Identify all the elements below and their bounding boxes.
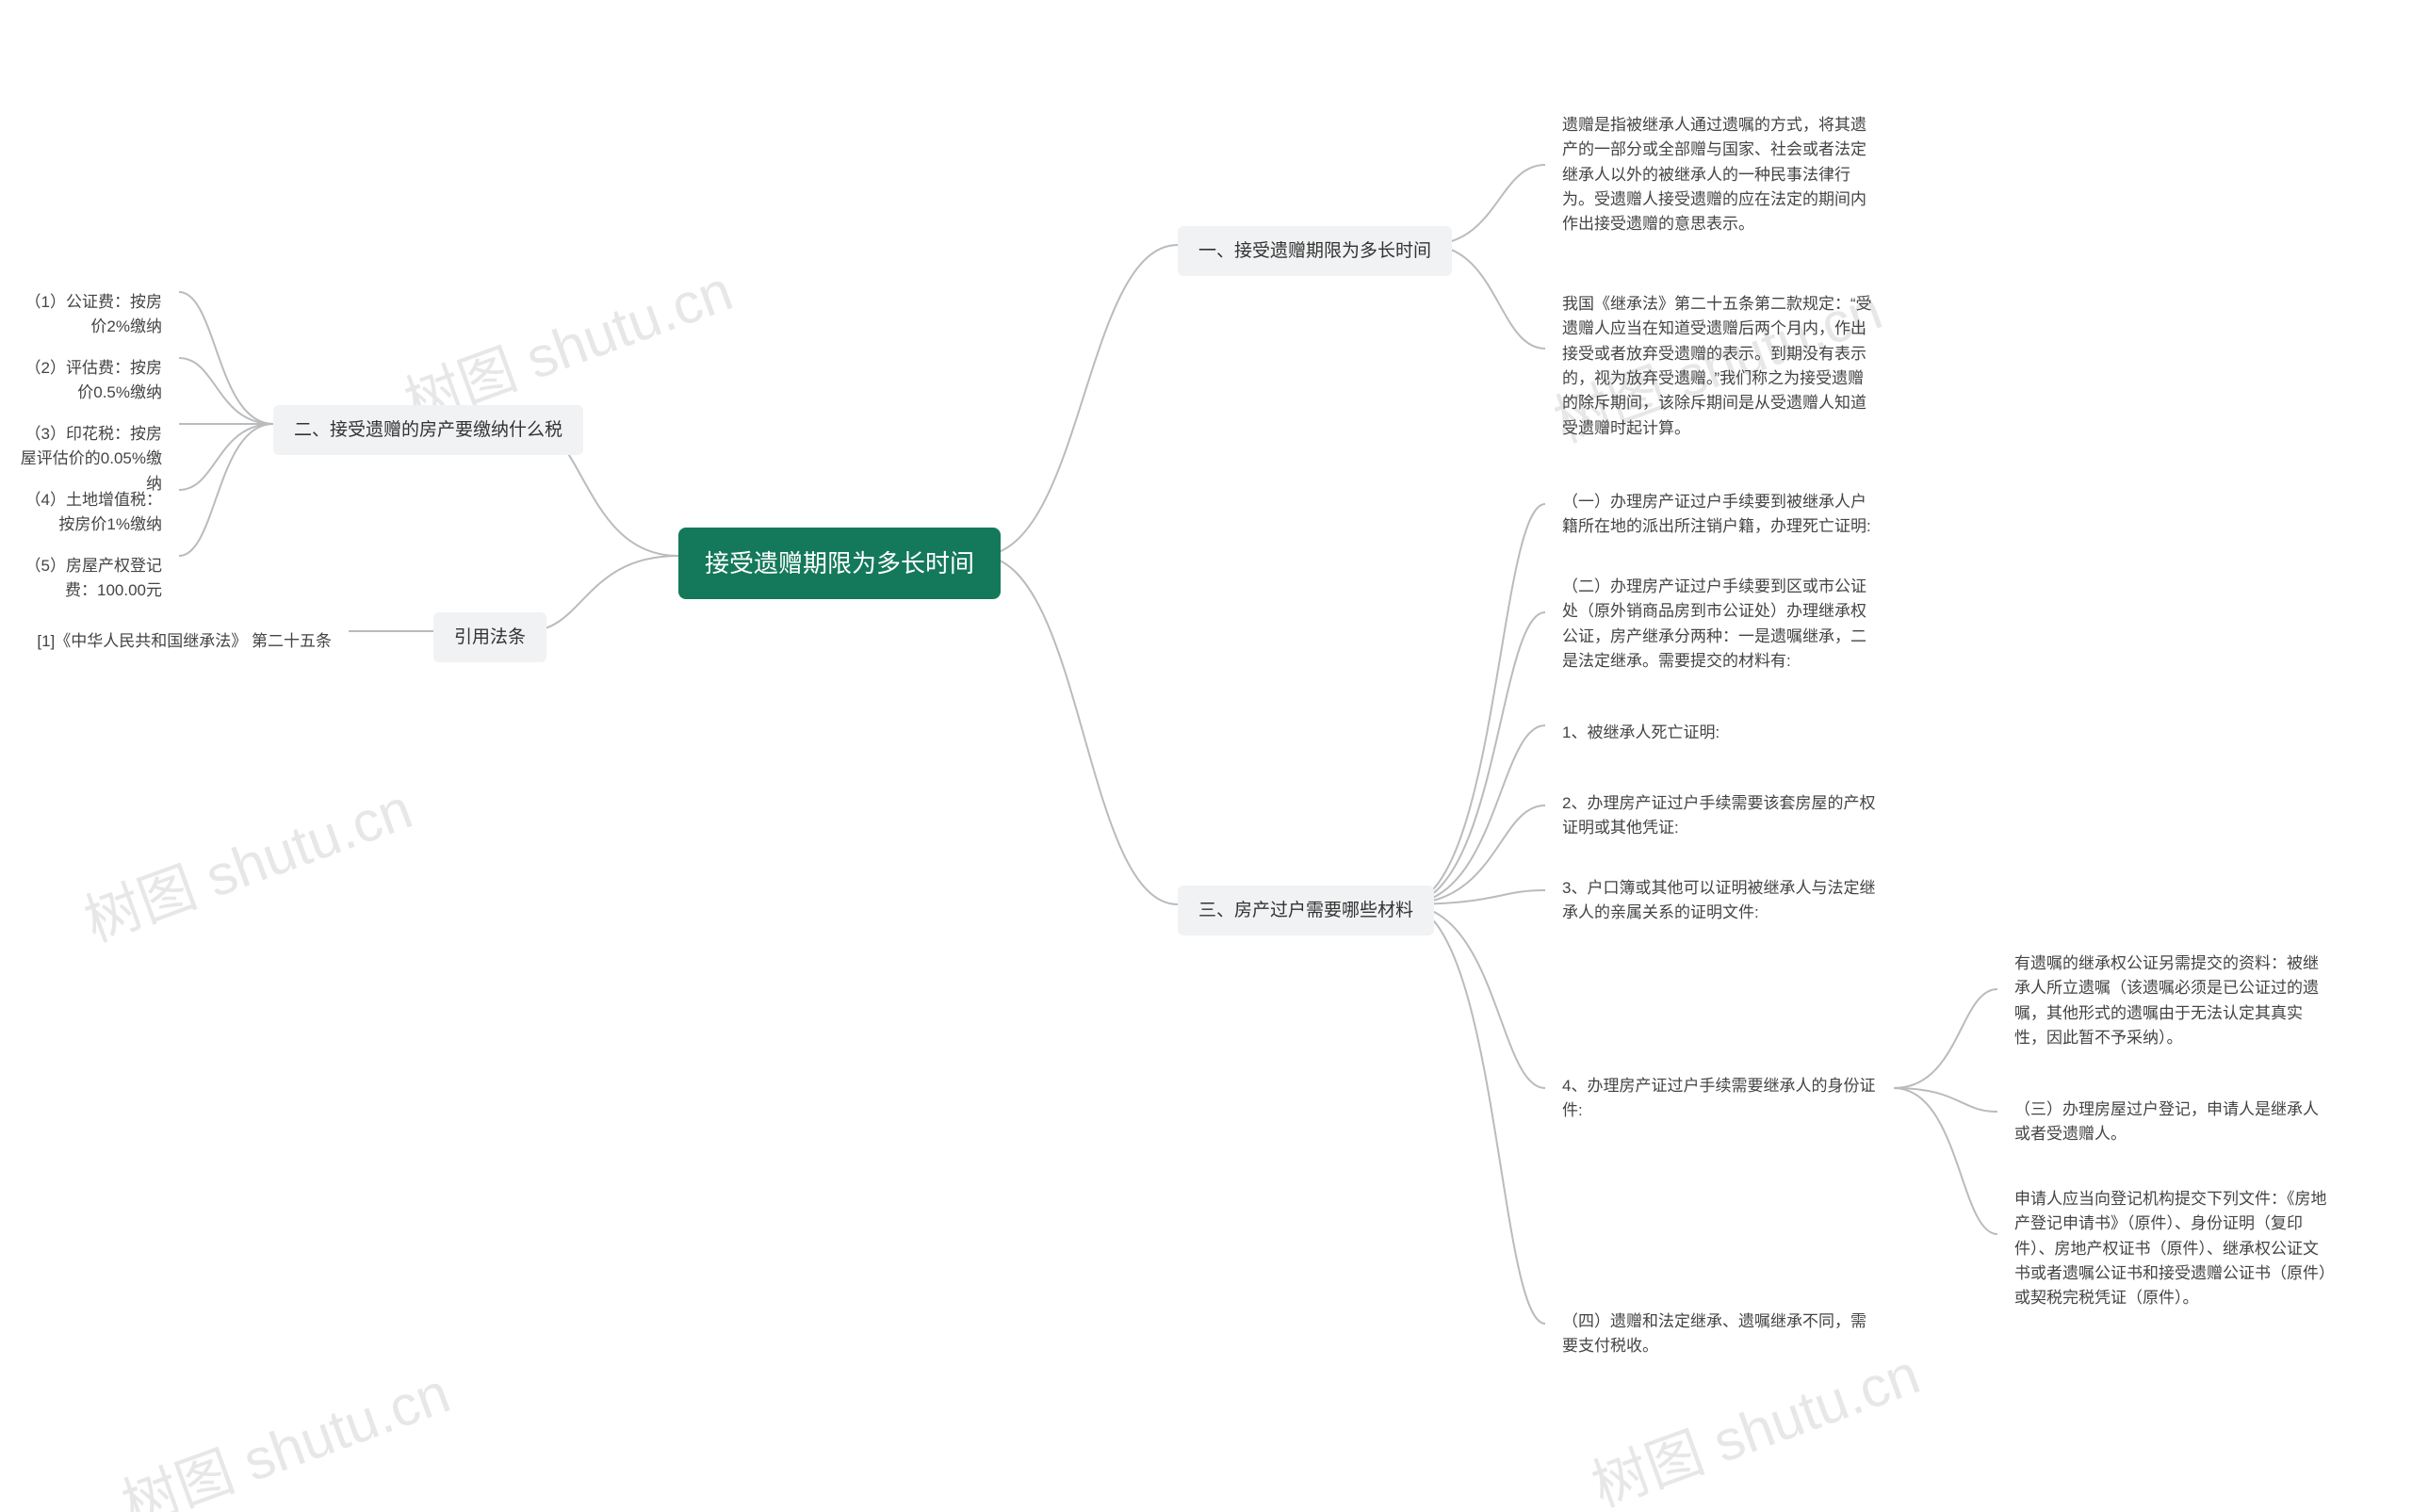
branch-materials-label: 三、房产过户需要哪些材料	[1198, 901, 1413, 920]
sub-leaf-1: 有遗嘱的继承权公证另需提交的资料：被继承人所立遗嘱（该遗嘱必须是已公证过的遗嘱，…	[1997, 942, 2346, 1060]
branch-period[interactable]: 一、接受遗赠期限为多长时间	[1178, 226, 1452, 276]
watermark: 树图 shutu.cn	[72, 763, 421, 957]
mat-leaf-1: （一）办理房产证过户手续要到被继承人户籍所在地的派出所注销户籍，办理死亡证明:	[1545, 480, 1894, 549]
tax-leaf-4: （4）土地增值税：按房价1%缴纳	[0, 479, 179, 547]
law-leaf-1: [1]《中华人民共和国继承法》 第二十五条	[20, 620, 349, 663]
tax-leaf-1: （1）公证费：按房价2%缴纳	[0, 281, 179, 350]
period-leaf-2: 我国《继承法》第二十五条第二款规定：“受遗赠人应当在知道受遗赠后两个月内，作出接…	[1545, 283, 1894, 450]
mat-leaf-5: 3、户口簿或其他可以证明被继承人与法定继承人的亲属关系的证明文件:	[1545, 867, 1894, 935]
root-node[interactable]: 接受遗赠期限为多长时间	[678, 528, 1001, 599]
mat-leaf-6: 4、办理房产证过户手续需要继承人的身份证件:	[1545, 1065, 1894, 1133]
period-leaf-1: 遗赠是指被继承人通过遗嘱的方式，将其遗产的一部分或全部赠与国家、社会或者法定继承…	[1545, 104, 1894, 247]
watermark: 树图 shutu.cn	[109, 1347, 459, 1512]
sub-leaf-2: （三）办理房屋过户登记，申请人是继承人或者受遗赠人。	[1997, 1088, 2346, 1157]
mat-leaf-7: （四）遗赠和法定继承、遗嘱继承不同，需要支付税收。	[1545, 1300, 1894, 1369]
branch-period-label: 一、接受遗赠期限为多长时间	[1198, 241, 1431, 261]
sub-leaf-3: 申请人应当向登记机构提交下列文件：《房地产登记申请书》（原件）、身份证明（复印件…	[1997, 1178, 2346, 1321]
branch-law[interactable]: 引用法条	[433, 612, 546, 662]
mat-leaf-2: （二）办理房产证过户手续要到区或市公证处（原外销商品房到市公证处）办理继承权公证…	[1545, 565, 1894, 683]
branch-taxes[interactable]: 二、接受遗赠的房产要缴纳什么税	[273, 405, 583, 455]
branch-law-label: 引用法条	[454, 627, 526, 647]
branch-materials[interactable]: 三、房产过户需要哪些材料	[1178, 886, 1434, 935]
root-label: 接受遗赠期限为多长时间	[705, 549, 974, 577]
branch-taxes-label: 二、接受遗赠的房产要缴纳什么税	[294, 420, 562, 440]
mat-leaf-4: 2、办理房产证过户手续需要该套房屋的产权证明或其他凭证:	[1545, 782, 1894, 851]
tax-leaf-2: （2）评估费：按房价0.5%缴纳	[0, 347, 179, 415]
tax-leaf-5: （5）房屋产权登记费：100.00元	[0, 545, 179, 613]
mat-leaf-3: 1、被继承人死亡证明:	[1545, 711, 1894, 755]
